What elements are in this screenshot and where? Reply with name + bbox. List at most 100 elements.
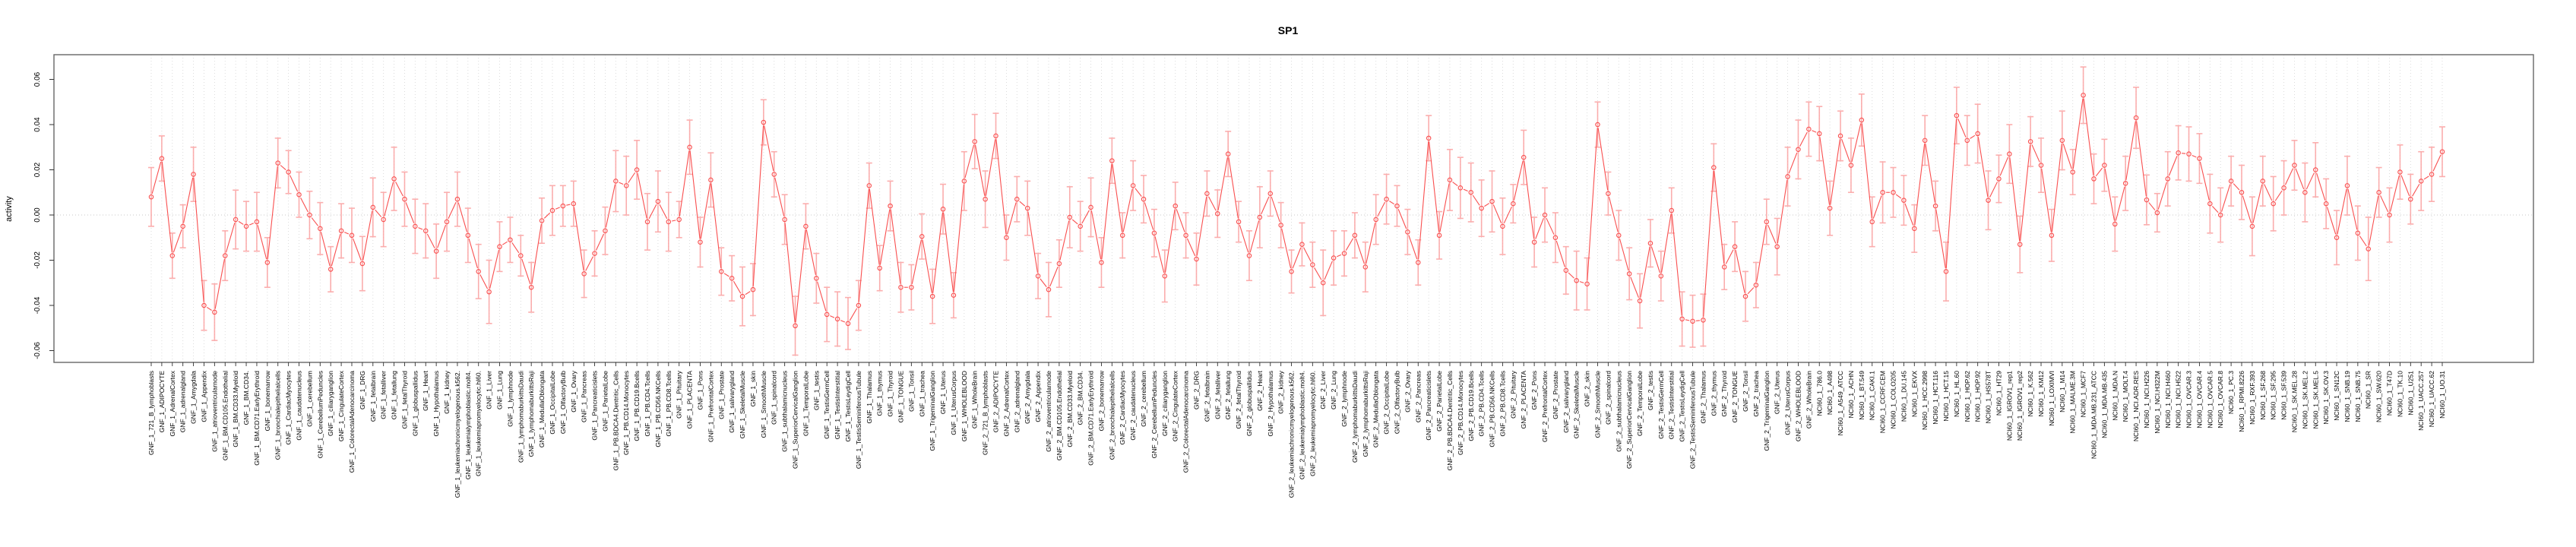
data-point bbox=[1056, 261, 1062, 267]
x-tick-label: GNF_1_AdrenalCortex bbox=[169, 370, 176, 436]
x-tick-label: NCI60_1_TK.10 bbox=[2396, 371, 2404, 417]
error-bar bbox=[2439, 126, 2445, 178]
error-bar bbox=[1774, 217, 1780, 276]
series-line-segment bbox=[1703, 170, 1714, 317]
x-tick-label: GNF_1_subthalamicnucleus bbox=[781, 371, 789, 452]
error-bar bbox=[2312, 142, 2319, 198]
y-axis-label: activity bbox=[5, 196, 14, 222]
series-line-segment bbox=[2326, 207, 2337, 235]
x-tick-label: NCI60_1_M14 bbox=[2059, 371, 2066, 413]
x-tick-label: NCI60_1_MDA.MB.435 bbox=[2100, 371, 2108, 438]
series-line-segment bbox=[911, 239, 922, 284]
series-line-segment bbox=[2390, 175, 2400, 212]
error-bar bbox=[486, 259, 492, 324]
series-line-segment bbox=[1303, 247, 1312, 262]
data-point bbox=[983, 196, 988, 202]
error-bar bbox=[2280, 160, 2287, 216]
data-point bbox=[581, 271, 587, 277]
data-point bbox=[1341, 251, 1347, 256]
series-line-segment bbox=[1186, 238, 1196, 257]
data-point bbox=[1869, 219, 1875, 225]
data-point bbox=[1267, 191, 1274, 196]
error-bar bbox=[1805, 101, 1812, 157]
error-bar bbox=[1299, 222, 1305, 267]
data-point bbox=[1416, 260, 1421, 265]
x-tick-label: GNF_2_WHOLEBLOOD bbox=[1794, 371, 1802, 441]
error-bar bbox=[2386, 187, 2393, 243]
error-bar bbox=[169, 232, 176, 280]
axes-layer: 0.06 0.04 0.02 0.00 -0.02 -0.04 -0.06 GNF_1_721… bbox=[33, 54, 2534, 498]
error-bar bbox=[2334, 210, 2340, 266]
series-line-segment bbox=[479, 274, 489, 289]
series-line-segment bbox=[1671, 213, 1682, 316]
error-bar bbox=[1214, 189, 1221, 239]
data-point bbox=[465, 232, 471, 239]
error-bar bbox=[897, 261, 904, 313]
x-tick-label: GNF_2_CardiacMyocytes bbox=[1119, 371, 1126, 444]
error-bar bbox=[1742, 270, 1748, 322]
error-bar bbox=[475, 243, 482, 299]
x-tick-label: GNF_2_SmoothMuscle bbox=[1593, 371, 1601, 438]
data-point bbox=[159, 156, 165, 161]
data-point bbox=[191, 172, 196, 177]
x-tick-label: NCI60_1_SK.MEL.2 bbox=[2301, 371, 2309, 429]
data-point bbox=[613, 179, 619, 184]
series-line-segment bbox=[1767, 224, 1777, 244]
series-line-segment bbox=[1249, 220, 1260, 253]
x-tick-label: GNF_1_Heart bbox=[422, 370, 429, 411]
x-tick-label: GNF_2_Thyroid bbox=[1720, 371, 1728, 417]
data-point bbox=[2197, 156, 2202, 161]
x-tick-label: NCI60_1_NCI.ADR.RES bbox=[2132, 371, 2140, 441]
x-tick-label: NCI60_1_SK.MEL.28 bbox=[2290, 371, 2298, 433]
data-point bbox=[433, 248, 439, 254]
data-point bbox=[1658, 274, 1664, 279]
x-tick-label: GNF_2_Prostate bbox=[1552, 371, 1559, 419]
error-bar bbox=[1605, 171, 1612, 216]
series-line-segment bbox=[1217, 157, 1228, 210]
series-line-segment bbox=[1756, 225, 1767, 282]
error-bar bbox=[2154, 192, 2160, 233]
data-point bbox=[2154, 210, 2160, 216]
data-point bbox=[1352, 232, 1358, 239]
x-tick-label: NCI60_1_K.562 bbox=[2027, 371, 2034, 417]
data-point bbox=[2429, 172, 2435, 177]
series-line-segment bbox=[932, 212, 944, 293]
data-point bbox=[1690, 318, 1695, 324]
error-bar bbox=[264, 236, 271, 289]
error-bar bbox=[1922, 115, 1929, 166]
data-point bbox=[549, 207, 555, 213]
x-tick-label: GNF_2_ADIPOCYTE bbox=[992, 371, 1000, 433]
data-point bbox=[1626, 271, 1632, 277]
x-tick-label: NCI60_1_MDA.MB.231_ATCC bbox=[2090, 371, 2097, 459]
error-bar bbox=[1161, 249, 1168, 303]
series-line-segment bbox=[764, 125, 774, 172]
series-line-segment bbox=[1439, 183, 1450, 232]
series-line-segment bbox=[405, 202, 415, 223]
error-bar bbox=[1351, 212, 1358, 259]
series-line-segment bbox=[1608, 196, 1619, 232]
error-bar bbox=[2112, 196, 2119, 252]
x-tick-label: NCI60_1_NCI.H460 bbox=[2164, 371, 2172, 428]
x-tick-label: GNF_2_testis bbox=[1647, 371, 1654, 410]
error-bar bbox=[2175, 125, 2182, 181]
series-line-segment bbox=[2199, 161, 2210, 201]
data-point bbox=[1236, 219, 1242, 225]
series-line-segment bbox=[1418, 141, 1429, 260]
series-line-segment bbox=[1261, 196, 1270, 215]
series-line-segment bbox=[2284, 168, 2294, 185]
x-tick-label: NCI60_1_COLO205 bbox=[1890, 371, 1897, 429]
data-point bbox=[1067, 214, 1073, 220]
error-bar bbox=[1014, 175, 1021, 223]
data-point bbox=[318, 226, 323, 232]
series-line-segment bbox=[1239, 225, 1249, 253]
data-point bbox=[2281, 185, 2286, 191]
x-tick-label: NCI60_1_NCI.H322M bbox=[2154, 371, 2161, 434]
data-point bbox=[254, 219, 260, 225]
data-point bbox=[1046, 286, 1052, 292]
data-point bbox=[497, 244, 502, 249]
x-tick-label: NCI60_1_DU.145 bbox=[1900, 371, 1907, 422]
data-point bbox=[771, 172, 777, 177]
x-tick-label: NCI60_1_OVCAR.4 bbox=[2195, 371, 2203, 428]
series-line-segment bbox=[353, 238, 362, 261]
x-tick-label: GNF_2_WholeBrain bbox=[1805, 371, 1812, 428]
